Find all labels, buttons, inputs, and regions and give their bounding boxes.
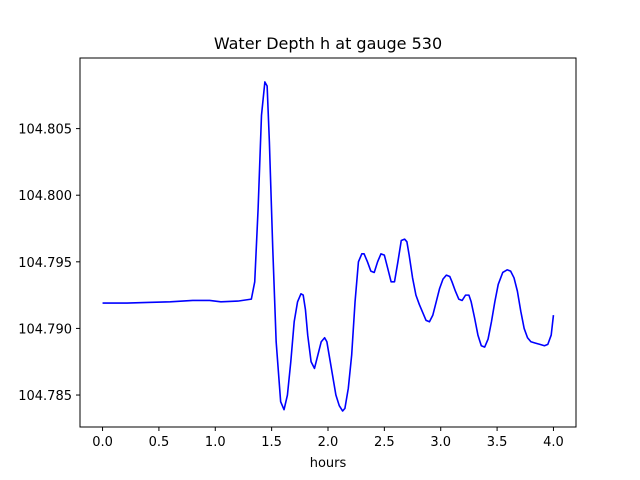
x-axis-label: hours: [310, 456, 347, 471]
x-tick-label: 1.0: [205, 435, 226, 450]
y-axis-ticks: 104.785 104.790 104.795 104.800 104.805: [18, 123, 80, 404]
x-axis-ticks: 0.0 0.5 1.0 1.5 2.0 2.5 3.0 3.5 4.0: [92, 427, 564, 450]
x-tick-label: 0.0: [92, 435, 113, 450]
chart-title: Water Depth h at gauge 530: [214, 34, 442, 53]
series-line-0: [102, 81, 555, 412]
y-tick-label: 104.790: [18, 322, 72, 337]
y-tick-label: 104.805: [18, 123, 72, 138]
x-tick-label: 0.5: [149, 435, 170, 450]
y-tick-label: 104.800: [18, 189, 72, 204]
axes-frame: [79, 57, 577, 428]
x-tick-label: 1.5: [261, 435, 282, 450]
plot-area: [79, 57, 577, 428]
x-tick-label: 2.5: [374, 435, 395, 450]
x-tick-label: 3.0: [430, 435, 451, 450]
y-tick-label: 104.785: [18, 389, 72, 404]
x-tick-label: 3.5: [487, 435, 508, 450]
y-tick-label: 104.795: [18, 256, 72, 271]
x-tick-label: 4.0: [543, 435, 564, 450]
x-tick-label: 2.0: [318, 435, 339, 450]
